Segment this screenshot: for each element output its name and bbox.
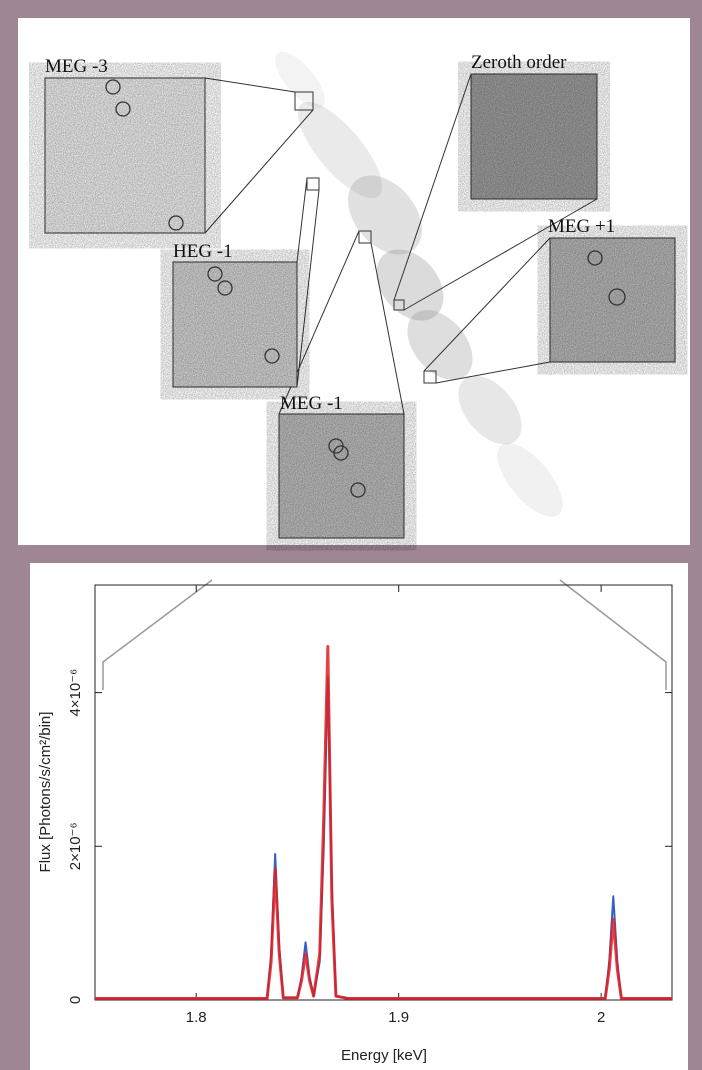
inset-label: Zeroth order bbox=[471, 52, 567, 73]
inset-label: MEG -1 bbox=[280, 393, 343, 414]
x-axis-label: Energy [keV] bbox=[341, 1047, 427, 1064]
x-tick-label: 2 bbox=[597, 1009, 605, 1026]
x-tick-label: 1.9 bbox=[388, 1009, 409, 1026]
inset-label: HEG -1 bbox=[173, 241, 233, 262]
y-tick-label: 2×10⁻⁶ bbox=[67, 822, 84, 870]
page: MEG -3 Zeroth order HEG -1 MEG +1 MEG -1… bbox=[0, 0, 702, 1070]
figure: MEG -3 Zeroth order HEG -1 MEG +1 MEG -1… bbox=[0, 0, 702, 1070]
inset-label: MEG +1 bbox=[548, 216, 615, 237]
inset-label: MEG -3 bbox=[45, 56, 108, 77]
y-axis-label: Flux [Photons/s/cm²/bin] bbox=[37, 712, 54, 873]
x-tick-label: 1.8 bbox=[186, 1009, 207, 1026]
y-tick-label: 0 bbox=[67, 996, 84, 1004]
y-tick-label: 4×10⁻⁶ bbox=[67, 669, 84, 717]
chart-panel bbox=[30, 563, 688, 1070]
